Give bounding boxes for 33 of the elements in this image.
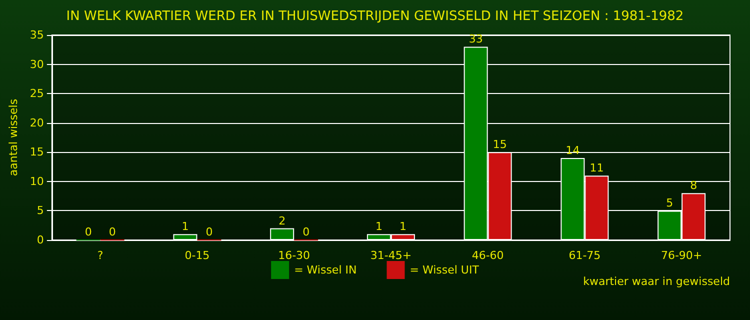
x-tick-label: 31-45+ xyxy=(370,249,412,262)
y-tick-label: 35 xyxy=(30,28,44,42)
data-label: 1 xyxy=(375,220,382,234)
x-tick-label: 46-60 xyxy=(472,249,504,262)
data-label: 8 xyxy=(690,179,698,192)
x-tick-label: 76-90+ xyxy=(660,249,702,262)
y-tick-label: 10 xyxy=(30,174,44,188)
data-label: 0 xyxy=(84,226,92,238)
x-tick-label: ? xyxy=(97,249,104,262)
chart-title: IN WELK KWARTIER WERD ER IN THUISWEDSTRIJDEN GEWISSELD IN HET SEIZOEN : 1981-1982 xyxy=(66,9,684,24)
data-label: 2 xyxy=(278,214,286,228)
data-label: 33 xyxy=(468,32,483,46)
x-tick-label: 61-75 xyxy=(568,249,601,262)
data-label: 1 xyxy=(399,220,406,234)
y-axis-title: aantal wissels xyxy=(7,98,20,176)
y-tick-label: 0 xyxy=(36,234,44,246)
y-tick-label: 15 xyxy=(30,146,44,159)
y-tick-label: 20 xyxy=(30,116,44,130)
y-tick-label: 5 xyxy=(36,204,44,218)
x-tick-label: 0-15 xyxy=(184,249,210,262)
x-tick-label: 16-30 xyxy=(278,249,310,262)
data-label: 0 xyxy=(206,226,213,238)
legend-label: = Wissel UIT xyxy=(410,264,480,276)
y-tick-label: 30 xyxy=(30,58,44,71)
data-label: 11 xyxy=(590,162,604,175)
data-label: 5 xyxy=(666,196,674,210)
data-label: 1 xyxy=(182,220,189,234)
data-label: 0 xyxy=(302,226,310,238)
x-axis-title: kwartier waar in gewisseld xyxy=(583,275,730,288)
data-label: 0 xyxy=(108,226,116,238)
data-label: 15 xyxy=(492,138,507,152)
y-tick-label: 25 xyxy=(30,87,44,100)
legend-label: = Wissel IN xyxy=(294,264,357,276)
